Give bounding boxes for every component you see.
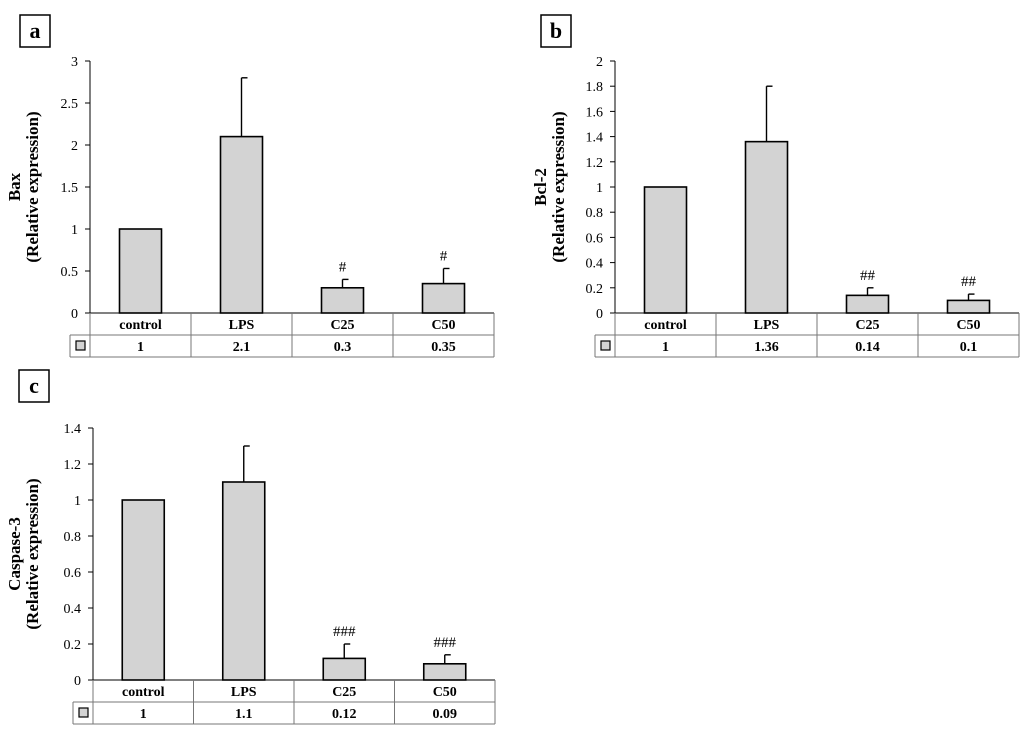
data-table-value: 1.36 <box>754 340 779 355</box>
bar <box>948 300 990 313</box>
y-tick-label: 0 <box>596 307 603 322</box>
y-tick-label: 2 <box>71 139 78 154</box>
x-category-label: LPS <box>229 318 255 333</box>
bar <box>746 142 788 313</box>
y-tick-label: 1 <box>74 494 81 509</box>
x-category-label: C50 <box>431 318 455 333</box>
bar <box>223 482 265 680</box>
y-axis-title-line1: Bcl-2 <box>531 168 550 206</box>
y-axis-title-line2: (Relative expression) <box>23 478 42 629</box>
data-table-value: 0.09 <box>433 707 458 722</box>
y-tick-label: 1 <box>596 181 603 196</box>
x-category-label: C25 <box>855 318 879 333</box>
y-tick-label: 1.2 <box>64 458 82 473</box>
y-tick-label: 3 <box>71 55 78 70</box>
bar <box>120 229 162 313</box>
bar <box>322 288 364 313</box>
y-tick-label: 1.5 <box>61 181 79 196</box>
y-tick-label: 0.2 <box>586 282 604 297</box>
y-tick-label: 1.8 <box>586 80 604 95</box>
bar <box>423 284 465 313</box>
legend-key-square <box>79 708 88 717</box>
data-table-value: 0.3 <box>334 340 352 355</box>
significance-marker: ### <box>434 635 457 651</box>
y-tick-label: 2.5 <box>61 97 79 112</box>
y-tick-label: 0.4 <box>64 602 82 617</box>
y-axis-title-line2: (Relative expression) <box>549 111 568 262</box>
x-category-label: control <box>644 318 687 333</box>
data-table-value: 2.1 <box>233 340 251 355</box>
significance-marker: # <box>339 259 347 275</box>
data-table-value: 1 <box>140 707 147 722</box>
y-tick-label: 1.6 <box>586 105 604 120</box>
y-axis-title: Caspase-3(Relative expression) <box>5 478 42 629</box>
y-tick-label: 1.2 <box>586 156 604 171</box>
x-category-label: LPS <box>231 685 257 700</box>
y-axis-title-line1: Bax <box>5 172 24 201</box>
significance-marker: ### <box>333 624 356 640</box>
bar <box>323 658 365 680</box>
y-tick-label: 0.6 <box>586 231 604 246</box>
data-table-value: 1.1 <box>235 707 253 722</box>
x-category-label: control <box>122 685 165 700</box>
significance-marker: ## <box>961 274 977 290</box>
data-table-value: 0.1 <box>960 340 978 355</box>
x-category-label: C50 <box>433 685 457 700</box>
panel-letter: b <box>550 18 562 43</box>
x-category-label: C50 <box>956 318 980 333</box>
x-category-label: C25 <box>330 318 354 333</box>
y-axis-title: Bcl-2(Relative expression) <box>531 111 568 262</box>
y-tick-label: 0.2 <box>64 638 82 653</box>
panel-c-caspase3: c Caspase-3(Relative expression) 0 0.2 0.4 0.… <box>5 370 495 724</box>
y-tick-label: 1.4 <box>586 131 604 146</box>
y-tick-label: 0.6 <box>64 566 82 581</box>
x-category-label: control <box>119 318 162 333</box>
data-table-value: 0.35 <box>431 340 456 355</box>
y-tick-label: 1.4 <box>64 422 82 437</box>
bar <box>221 137 263 313</box>
data-table-value: 1 <box>662 340 669 355</box>
significance-marker: ## <box>860 268 876 284</box>
y-tick-label: 0.5 <box>61 265 79 280</box>
y-tick-label: 2 <box>596 55 603 70</box>
y-tick-label: 0 <box>74 674 81 689</box>
panel-b-bcl2: b Bcl-2(Relative expression) 0 0.2 0.4 0.6 0.8… <box>531 15 1019 357</box>
data-table-value: 0.14 <box>855 340 880 355</box>
y-tick-label: 0.4 <box>586 257 604 272</box>
y-axis-title-line1: Caspase-3 <box>5 517 24 591</box>
bar <box>847 295 889 313</box>
x-category-label: C25 <box>332 685 356 700</box>
x-category-label: LPS <box>754 318 780 333</box>
bar <box>122 500 164 680</box>
y-tick-label: 1 <box>71 223 78 238</box>
y-axis-title-line2: (Relative expression) <box>23 111 42 262</box>
y-tick-label: 0 <box>71 307 78 322</box>
y-axis-title: Bax(Relative expression) <box>5 111 42 262</box>
data-table-value: 0.12 <box>332 707 357 722</box>
legend-key-square <box>76 341 85 350</box>
bar <box>645 187 687 313</box>
panel-letter: a <box>30 18 41 43</box>
panel-letter: c <box>29 373 39 398</box>
y-tick-label: 0.8 <box>586 206 604 221</box>
significance-marker: # <box>440 248 448 264</box>
y-tick-label: 0.8 <box>64 530 82 545</box>
bar <box>424 664 466 680</box>
panel-a-bax: a Bax(Relative expression) 0 0.5 1 1.5 2 2.5 3 co… <box>5 15 494 357</box>
legend-key-square <box>601 341 610 350</box>
data-table-value: 1 <box>137 340 144 355</box>
